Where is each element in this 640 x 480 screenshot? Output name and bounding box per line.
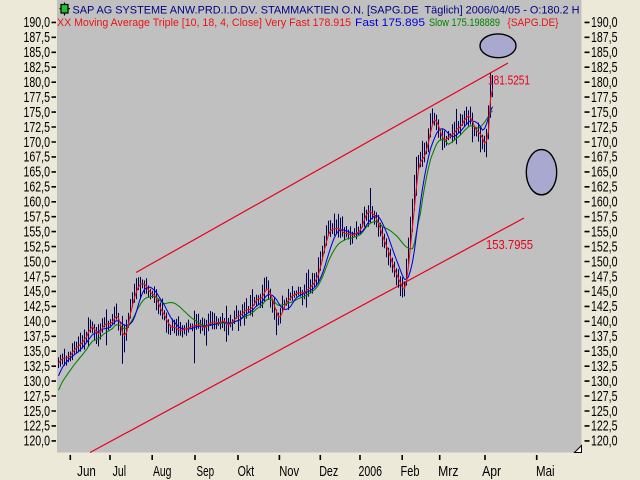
svg-text:165,0: 165,0: [24, 164, 51, 181]
svg-text:147,5: 147,5: [591, 268, 618, 285]
svg-text:127,5: 127,5: [591, 388, 618, 405]
svg-text:{SAPG.DE}: {SAPG.DE}: [508, 17, 559, 29]
svg-text:160,0: 160,0: [591, 194, 618, 211]
svg-text:140,0: 140,0: [591, 313, 618, 330]
svg-text:162,5: 162,5: [591, 179, 618, 196]
svg-text:SAP AG SYSTEME ANW.PRD.I.D.DV.: SAP AG SYSTEME ANW.PRD.I.D.DV. STAMMAKTI…: [73, 5, 580, 17]
svg-text:Feb: Feb: [401, 463, 420, 480]
svg-text:130,0: 130,0: [24, 373, 51, 390]
svg-text:165,0: 165,0: [591, 164, 618, 181]
svg-text:190,0: 190,0: [591, 14, 618, 31]
svg-text:175,0: 175,0: [24, 104, 51, 121]
svg-text:Sep: Sep: [197, 463, 215, 480]
svg-text:125,0: 125,0: [591, 403, 618, 420]
svg-text:Mai: Mai: [536, 463, 555, 480]
svg-text:135,0: 135,0: [591, 343, 618, 360]
svg-text:167,5: 167,5: [24, 149, 51, 166]
svg-text:132,5: 132,5: [591, 358, 618, 375]
svg-text:170,0: 170,0: [591, 134, 618, 151]
svg-text:182,5: 182,5: [591, 59, 618, 76]
svg-text:150,0: 150,0: [591, 253, 618, 270]
svg-text:147,5: 147,5: [24, 268, 51, 285]
svg-text:132,5: 132,5: [24, 358, 51, 375]
svg-text:130,0: 130,0: [591, 373, 618, 390]
svg-text:180,0: 180,0: [24, 74, 51, 91]
svg-text:155,0: 155,0: [591, 223, 618, 240]
svg-text:145,0: 145,0: [24, 283, 51, 300]
svg-text:150,0: 150,0: [24, 253, 51, 270]
svg-text:Nov: Nov: [279, 463, 299, 480]
svg-text:2006: 2006: [358, 463, 382, 480]
svg-text:142,5: 142,5: [591, 298, 618, 315]
svg-text:Mrz: Mrz: [438, 463, 458, 480]
svg-text:181.5251: 181.5251: [488, 74, 530, 88]
svg-text:142,5: 142,5: [24, 298, 51, 315]
svg-text:180,0: 180,0: [591, 74, 618, 91]
svg-text:152,5: 152,5: [24, 238, 51, 255]
svg-text:172,5: 172,5: [24, 119, 51, 136]
svg-text:137,5: 137,5: [591, 328, 618, 345]
svg-text:160,0: 160,0: [24, 194, 51, 211]
svg-text:175,0: 175,0: [591, 104, 618, 121]
svg-text:170,0: 170,0: [24, 134, 51, 151]
svg-text:120,0: 120,0: [24, 433, 51, 450]
svg-text:Slow 175.198889: Slow 175.198889: [429, 17, 500, 29]
svg-text:172,5: 172,5: [591, 119, 618, 136]
svg-text:177,5: 177,5: [591, 89, 618, 106]
svg-text:185,0: 185,0: [24, 44, 51, 61]
svg-text:122,5: 122,5: [591, 418, 618, 435]
svg-text:Jun: Jun: [77, 463, 96, 480]
svg-text:Jul: Jul: [113, 463, 127, 480]
svg-text:187,5: 187,5: [24, 29, 51, 46]
svg-text:177,5: 177,5: [24, 89, 51, 106]
svg-text:Fast 175.895: Fast 175.895: [355, 17, 425, 29]
svg-text:120,0: 120,0: [591, 433, 618, 450]
svg-text:157,5: 157,5: [24, 209, 51, 226]
svg-text:125,0: 125,0: [24, 403, 51, 420]
svg-text:155,0: 155,0: [24, 223, 51, 240]
svg-text:Aug: Aug: [153, 463, 172, 480]
svg-text:187,5: 187,5: [591, 29, 618, 46]
svg-text:140,0: 140,0: [24, 313, 51, 330]
svg-text:190,0: 190,0: [24, 14, 51, 31]
svg-text:135,0: 135,0: [24, 343, 51, 360]
svg-text:122,5: 122,5: [24, 418, 51, 435]
svg-text:167,5: 167,5: [591, 149, 618, 166]
svg-text:Apr: Apr: [482, 463, 501, 480]
svg-text:XX Moving Average Triple [10,: XX Moving Average Triple [10, 18, 4, Clo…: [57, 17, 351, 29]
svg-text:153.7955: 153.7955: [486, 238, 533, 252]
svg-text:157,5: 157,5: [591, 209, 618, 226]
svg-text:145,0: 145,0: [591, 283, 618, 300]
svg-text:152,5: 152,5: [591, 238, 618, 255]
svg-text:Dez: Dez: [319, 463, 338, 480]
svg-text:185,0: 185,0: [591, 44, 618, 61]
svg-text:182,5: 182,5: [24, 59, 51, 76]
svg-text:137,5: 137,5: [24, 328, 51, 345]
svg-text:127,5: 127,5: [24, 388, 51, 405]
svg-text:Okt: Okt: [238, 463, 255, 480]
svg-text:162,5: 162,5: [24, 179, 51, 196]
